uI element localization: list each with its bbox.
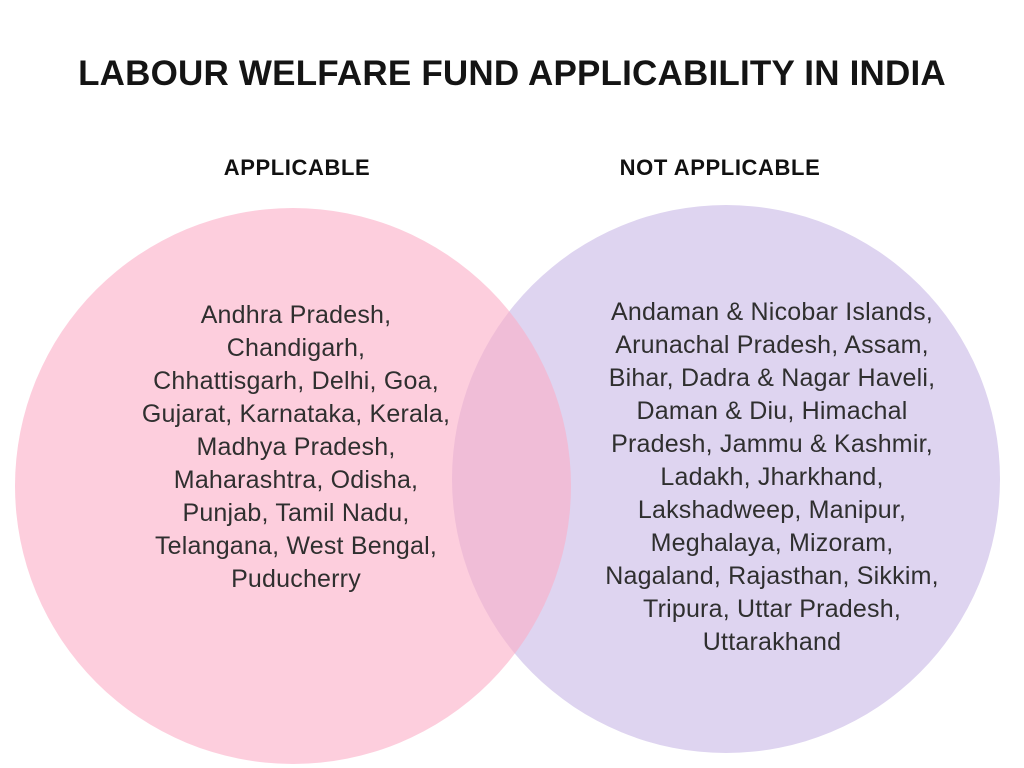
applicable-states-list: Andhra Pradesh, Chandigarh, Chhattisgarh, … xyxy=(141,301,451,593)
right-circle-header: NOT APPLICABLE xyxy=(619,155,821,180)
applicable-circle xyxy=(15,208,571,764)
page-title: LABOUR WELFARE FUND APPLICABILITY IN IND… xyxy=(78,54,946,93)
left-circle-header: APPLICABLE xyxy=(223,155,371,180)
not-applicable-states-list: Andaman & Nicobar Islands, Arunachal Prad… xyxy=(605,298,939,656)
